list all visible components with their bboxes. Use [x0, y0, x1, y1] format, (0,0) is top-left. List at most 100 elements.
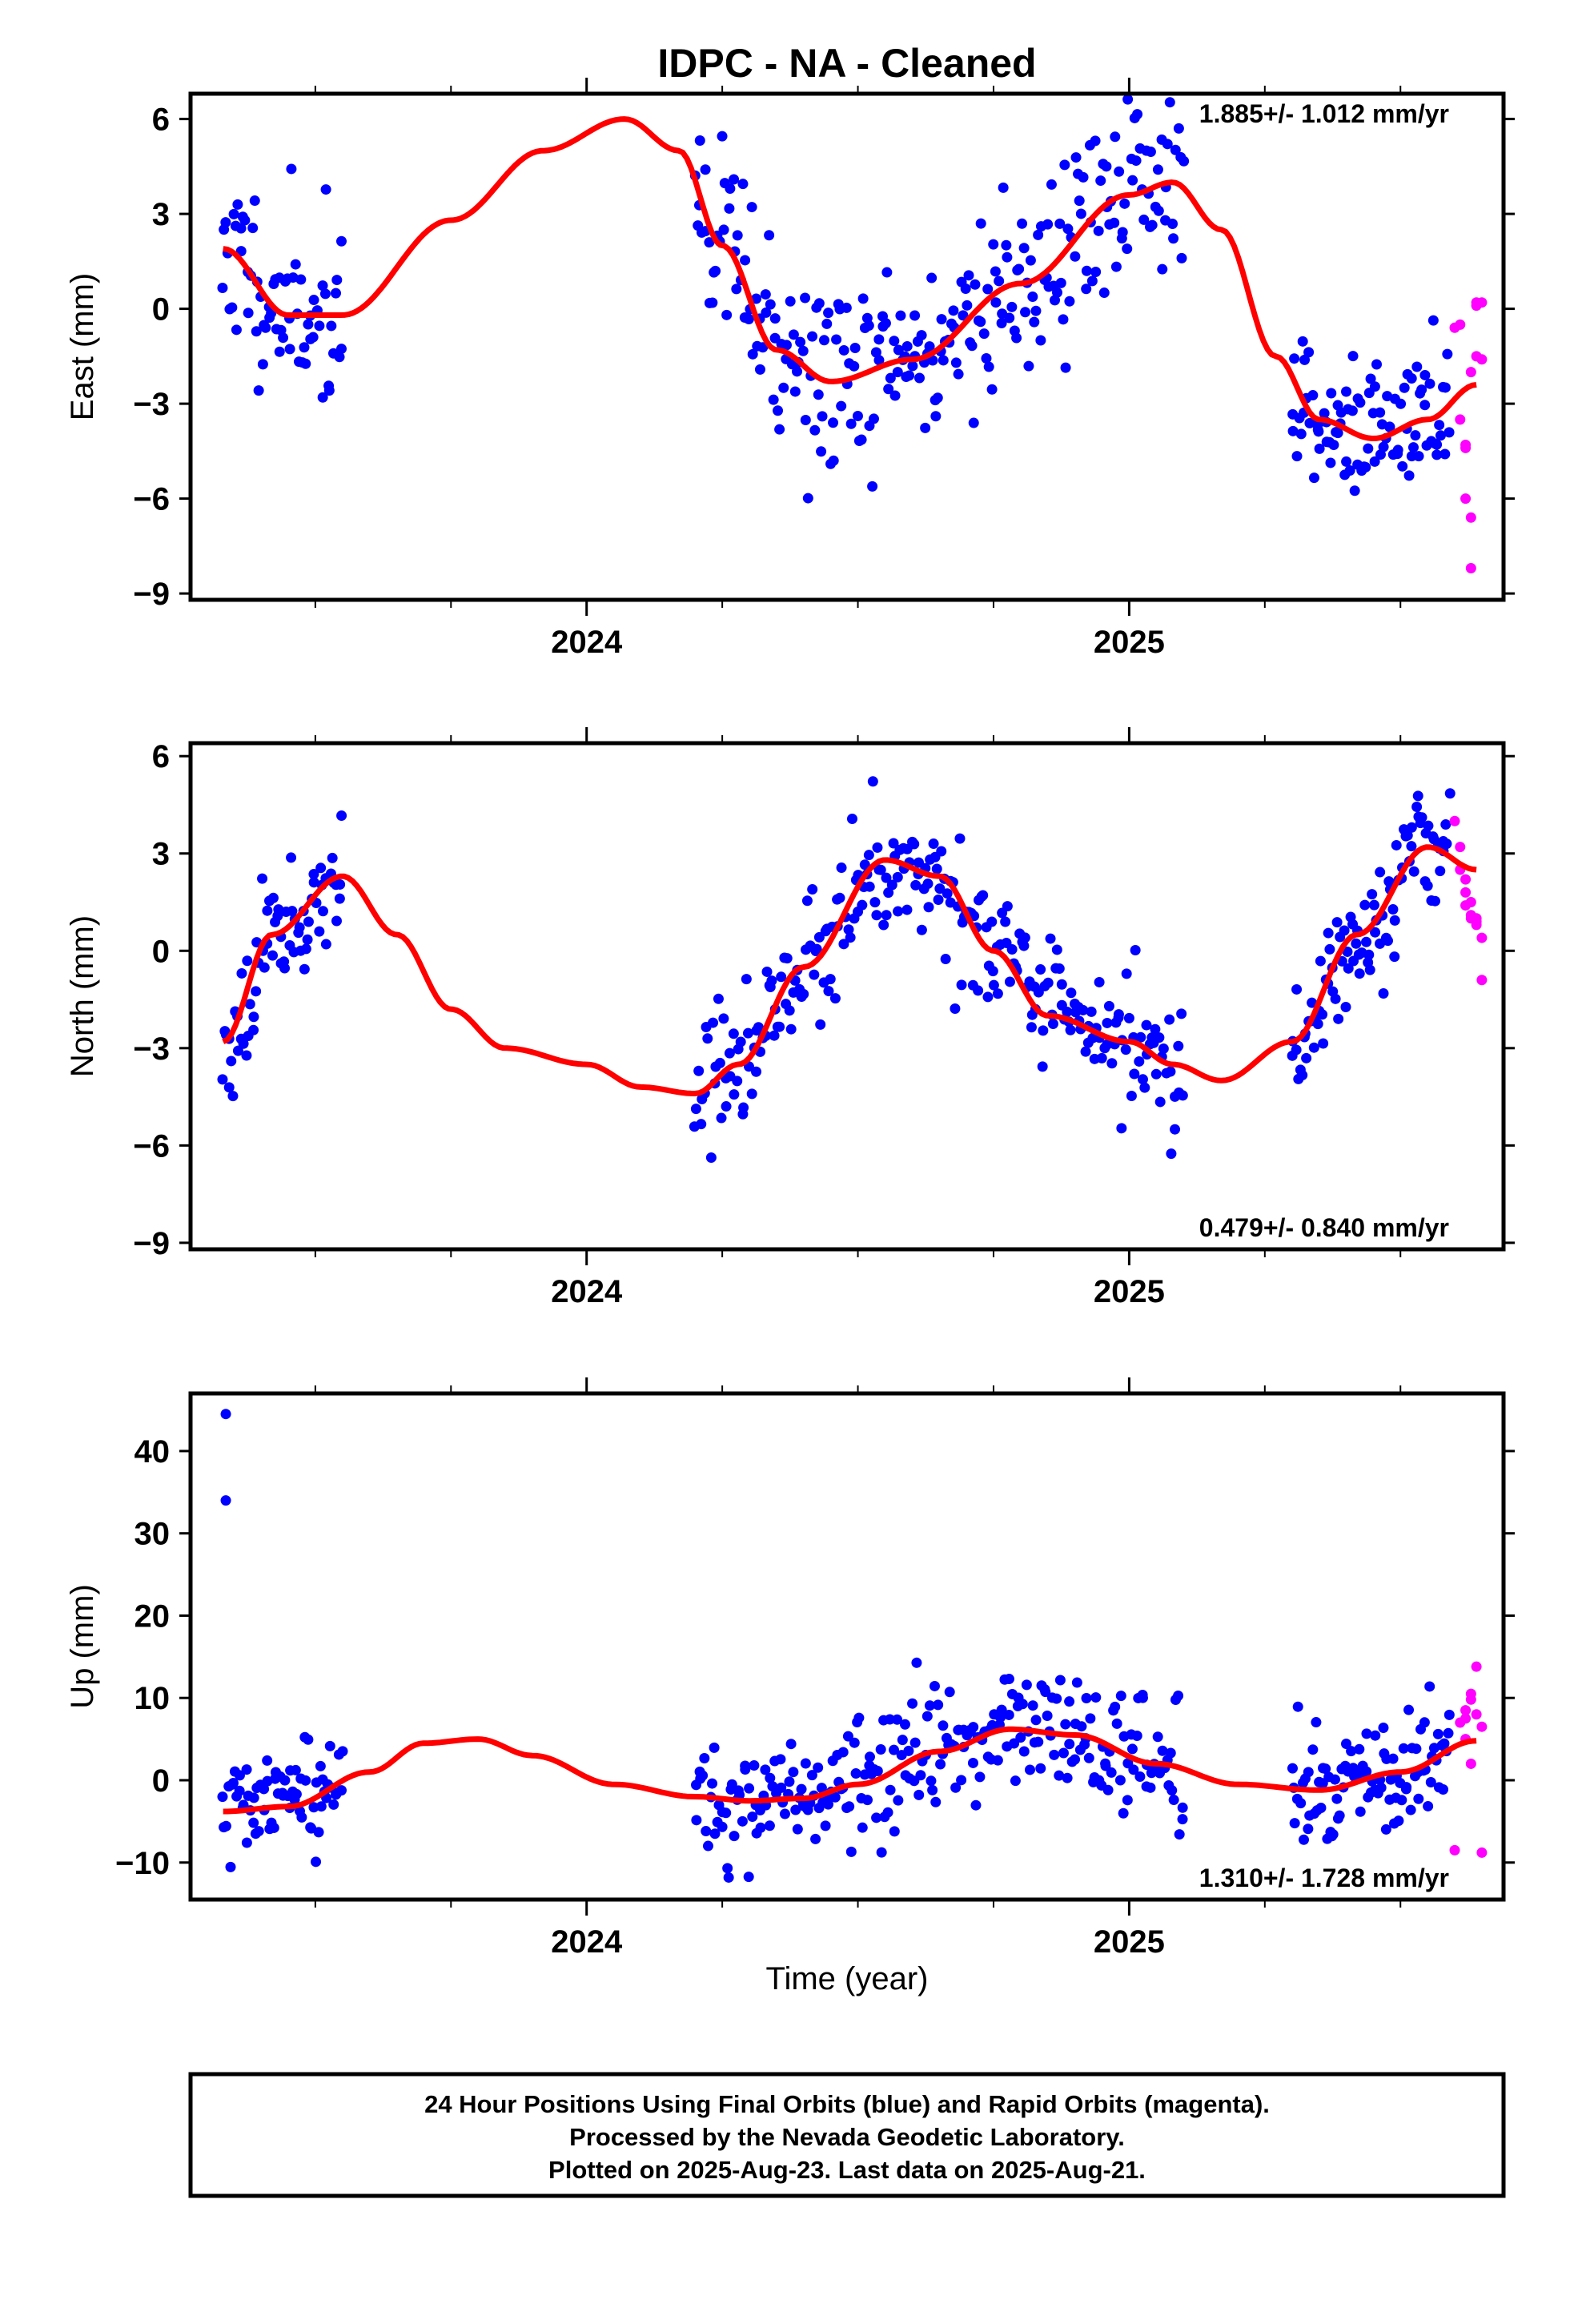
final-orbit-point [259, 962, 270, 973]
final-orbit-point [849, 1737, 860, 1748]
final-orbit-point [257, 359, 268, 370]
final-orbit-point [950, 1782, 962, 1793]
final-orbit-point [913, 1789, 925, 1800]
final-orbit-point [704, 237, 715, 248]
y-tick-label: −3 [133, 1031, 170, 1067]
final-orbit-point [315, 862, 327, 874]
final-orbit-point [1152, 164, 1163, 175]
final-orbit-point [1173, 123, 1184, 134]
final-orbit-point [729, 1831, 740, 1842]
final-orbit-point [950, 357, 962, 368]
final-orbit-point [721, 309, 733, 320]
final-orbit-point [335, 879, 346, 890]
final-orbit-point [1115, 1691, 1126, 1702]
final-orbit-point [710, 265, 721, 276]
final-orbit-point [234, 1785, 245, 1796]
final-orbit-point [920, 422, 931, 433]
final-orbit-point [324, 1740, 335, 1751]
final-orbit-point [975, 218, 986, 229]
final-orbit-point [1035, 335, 1046, 346]
final-orbit-point [334, 352, 345, 363]
final-orbit-point [1118, 1807, 1129, 1819]
final-orbit-point [798, 988, 809, 999]
final-orbit-point [1033, 1736, 1044, 1747]
final-orbit-point [757, 342, 769, 353]
final-orbit-point [878, 919, 889, 931]
final-orbit-point [1289, 353, 1300, 364]
final-orbit-point [845, 932, 856, 943]
final-orbit-point [761, 307, 772, 318]
final-orbit-point [885, 1784, 896, 1795]
final-orbit-point [1027, 292, 1038, 303]
final-orbit-point [931, 863, 942, 875]
final-orbit-point [716, 1112, 727, 1124]
final-orbit-point [1127, 175, 1138, 186]
final-orbit-point [1370, 1730, 1381, 1741]
final-orbit-point [1367, 889, 1378, 900]
final-orbit-point [1311, 1717, 1322, 1728]
final-orbit-point [1443, 427, 1455, 438]
final-orbit-point [1299, 1834, 1310, 1845]
final-orbit-point [806, 1770, 817, 1781]
final-orbit-point [802, 493, 813, 504]
final-orbit-point [807, 331, 818, 342]
final-orbit-point [1364, 964, 1375, 975]
final-orbit-point [1419, 400, 1431, 411]
final-orbit-point [1307, 390, 1319, 401]
final-orbit-point [869, 897, 881, 908]
y-tick-label: 20 [135, 1598, 171, 1634]
y-tick-label: 3 [152, 837, 170, 872]
final-orbit-point [253, 385, 264, 396]
final-orbit-point [923, 902, 934, 913]
final-orbit-point [1003, 1709, 1014, 1720]
plot-frame [188, 91, 1506, 602]
final-orbit-point [992, 1755, 1003, 1766]
final-orbit-point [1162, 139, 1173, 150]
final-orbit-point [863, 320, 874, 332]
final-orbit-point [247, 223, 259, 234]
final-orbit-point [753, 1022, 764, 1033]
final-orbit-point [1110, 1701, 1121, 1712]
final-orbit-point [1291, 1044, 1302, 1055]
final-orbit-point [1135, 1031, 1146, 1043]
east-panel: 6 3 0 −3 −6 −9 2024 2025 East (mm) 1.885+/- 1.012… [65, 78, 1515, 660]
final-orbit-point [1413, 451, 1424, 462]
final-orbit-point [1440, 819, 1452, 830]
y-tick-label: −6 [133, 1128, 170, 1164]
final-orbit-point [1341, 456, 1352, 467]
final-orbit-point [1120, 1044, 1131, 1055]
rapid-orbit-point [1465, 1758, 1476, 1769]
final-orbit-point [845, 418, 857, 429]
final-orbit-point [796, 1783, 807, 1795]
final-orbit-point [732, 230, 743, 241]
final-orbit-point [317, 392, 328, 403]
final-orbit-point [1375, 866, 1386, 878]
final-orbit-point [1407, 442, 1419, 453]
final-orbit-point [970, 1799, 982, 1811]
final-orbit-point [300, 943, 311, 955]
final-orbit-point [950, 1003, 961, 1015]
final-orbit-point [1331, 917, 1343, 928]
final-orbit-point [853, 1712, 865, 1723]
final-orbit-point [1139, 1082, 1150, 1093]
final-orbit-point [881, 872, 892, 883]
y-tick-label: 30 [135, 1517, 171, 1552]
final-orbit-point [308, 295, 319, 306]
final-orbit-point [1354, 968, 1365, 979]
final-orbit-point [1027, 1700, 1038, 1711]
final-orbit-point [1349, 485, 1360, 497]
final-orbit-point [1287, 425, 1299, 436]
final-orbit-point [769, 1030, 780, 1041]
final-orbit-point [1391, 839, 1402, 850]
final-orbit-point [1137, 1074, 1148, 1085]
final-orbit-point [838, 344, 849, 356]
final-orbit-point [1324, 943, 1335, 955]
final-orbit-point [1138, 214, 1150, 225]
final-orbit-outlier-point [220, 1495, 231, 1506]
final-orbit-point [774, 424, 785, 435]
final-orbit-point [1383, 935, 1394, 947]
final-orbit-point [820, 1820, 831, 1831]
final-orbit-point [700, 164, 711, 175]
final-orbit-point [1090, 266, 1102, 277]
final-orbit-point [1327, 1829, 1339, 1840]
